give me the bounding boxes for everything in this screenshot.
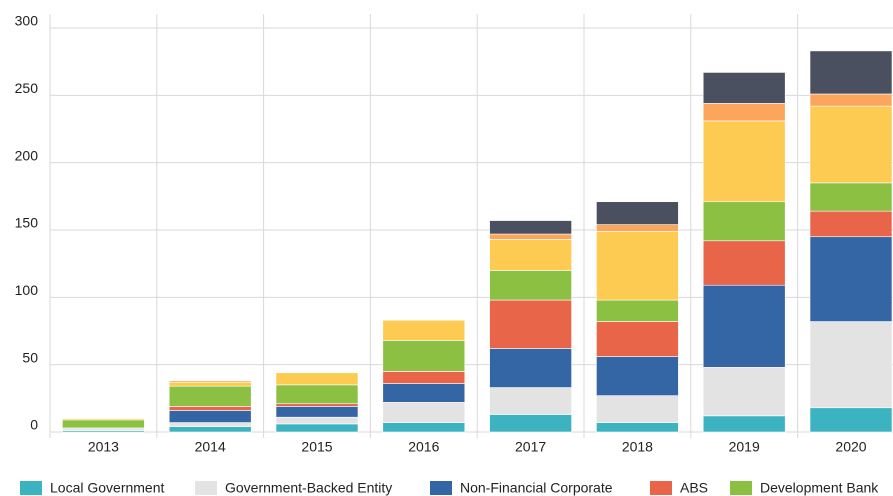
bar-segment	[382, 371, 466, 384]
bar-segment	[168, 381, 252, 387]
legend-swatch	[730, 481, 752, 495]
bar-segment	[275, 372, 359, 386]
y-tick-label: 100	[15, 282, 39, 298]
bar-segment	[702, 240, 786, 286]
bar-segment	[809, 93, 893, 107]
bar-segment	[62, 418, 145, 421]
bar-segment	[275, 423, 359, 433]
bar-segment	[702, 103, 786, 122]
x-tick-label: 2013	[88, 439, 119, 455]
legend-swatch	[430, 481, 452, 495]
x-tick-label: 2014	[195, 439, 226, 455]
bar-segment	[168, 426, 252, 433]
bar-segment	[489, 220, 572, 235]
bar-segment	[489, 387, 572, 415]
bar-segment	[382, 422, 466, 433]
bar-segment	[489, 348, 572, 388]
bar-segment	[596, 422, 679, 433]
x-tick-label: 2015	[301, 439, 332, 455]
bar-segment	[809, 105, 893, 184]
bar-segment	[596, 321, 679, 357]
bar-segment	[62, 427, 145, 431]
x-tick-label: 2020	[835, 439, 866, 455]
bar-segment	[275, 406, 359, 418]
bar-segment	[275, 384, 359, 405]
bar-segment	[596, 231, 679, 301]
y-tick-label: 150	[15, 215, 39, 231]
bar-segment	[809, 50, 893, 95]
legend-swatch	[650, 481, 672, 495]
y-tick-label: 250	[15, 80, 39, 96]
bar-segment	[809, 182, 893, 212]
bar-segment	[809, 321, 893, 409]
legend-swatch	[195, 481, 217, 495]
bar-segment	[489, 233, 572, 240]
x-tick-label: 2016	[408, 439, 439, 455]
legend-label: Development Bank	[760, 480, 879, 496]
bar-segment	[275, 416, 359, 425]
y-tick-label: 200	[15, 147, 39, 163]
bar-segment	[489, 270, 572, 301]
legend-label: Government-Backed Entity	[225, 480, 392, 496]
legend-label: ABS	[680, 480, 708, 496]
bar-segment	[596, 299, 679, 322]
bar-segment	[596, 395, 679, 423]
bar-segment	[168, 422, 252, 427]
y-tick-label: 0	[30, 417, 38, 433]
bar-segment	[168, 385, 252, 407]
x-tick-label: 2018	[622, 439, 653, 455]
bar-segment	[382, 383, 466, 403]
bar-segment	[168, 380, 252, 383]
bar-segment	[275, 403, 359, 407]
bar-segment	[489, 414, 572, 433]
bar-segment	[702, 367, 786, 417]
bar-segment	[702, 72, 786, 104]
bar-segment	[596, 201, 679, 225]
bar-segment	[702, 284, 786, 368]
bar-segment	[168, 406, 252, 411]
bar-segment	[702, 201, 786, 242]
y-tick-label: 300	[15, 13, 39, 29]
x-tick-label: 2017	[515, 439, 546, 455]
bar-segment	[168, 410, 252, 423]
bar-segment	[809, 407, 893, 433]
y-tick-label: 50	[22, 349, 38, 365]
bar-segment	[809, 210, 893, 238]
bar-segment	[702, 415, 786, 433]
legend-label: Local Government	[50, 480, 165, 496]
bar-segment	[382, 340, 466, 372]
bar-segment	[809, 236, 893, 322]
bar-segment	[382, 319, 466, 341]
bar-segment	[489, 239, 572, 271]
x-tick-label: 2019	[729, 439, 760, 455]
bar-segment	[382, 402, 466, 423]
bar-segment	[596, 224, 679, 232]
bar-segment	[62, 419, 145, 429]
bar-segment	[489, 299, 572, 349]
legend-swatch	[20, 481, 42, 495]
bar-segment	[702, 120, 786, 203]
bar-segment	[596, 356, 679, 396]
legend-label: Non-Financial Corporate	[460, 480, 613, 496]
